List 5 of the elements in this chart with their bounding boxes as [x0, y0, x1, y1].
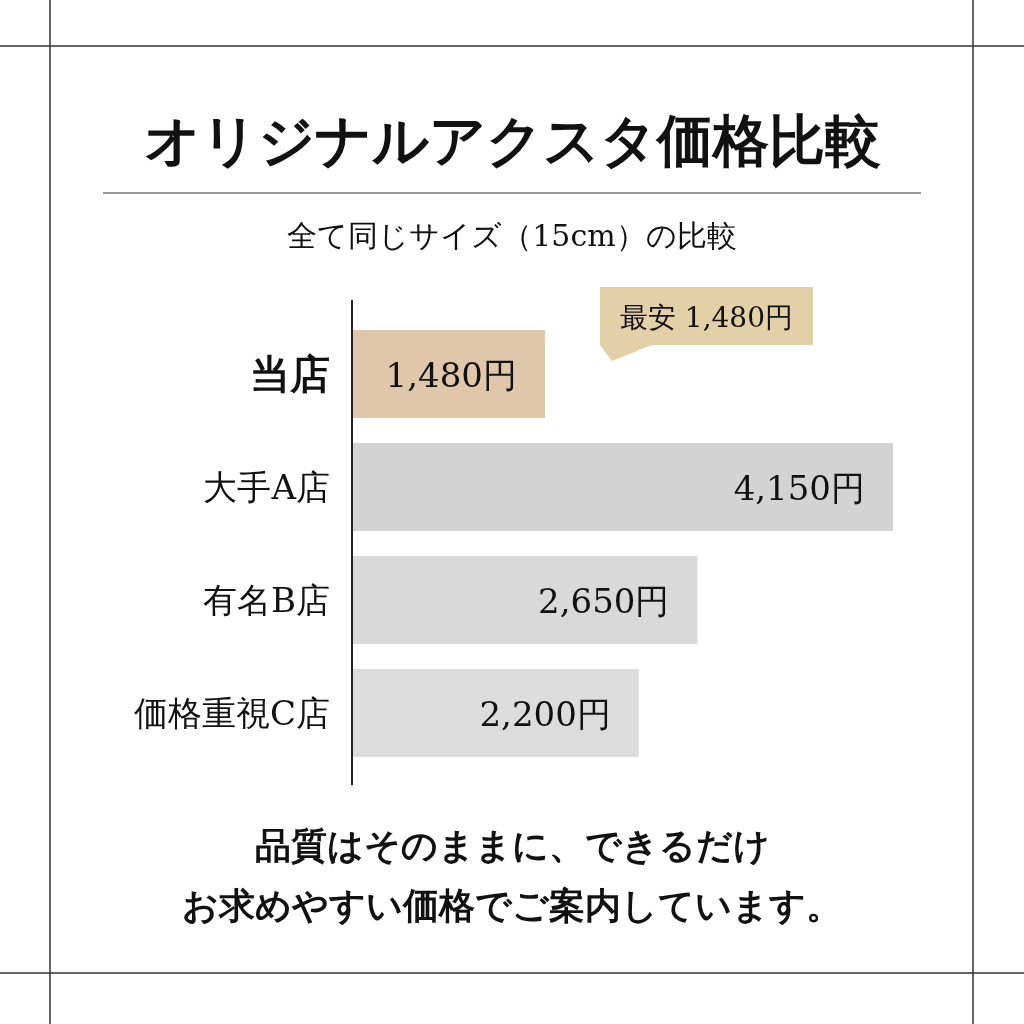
annotation: 最安 1,480円	[619, 301, 793, 334]
annotation: 品質はそのままに、できるだけ	[254, 824, 770, 866]
title: オリジナルアクスタ価格比較	[143, 107, 881, 173]
annotation: お求めやすい価格でご案内しています。	[182, 884, 842, 926]
subtitle: 全て同じサイズ（15cm）の比較	[287, 218, 737, 253]
